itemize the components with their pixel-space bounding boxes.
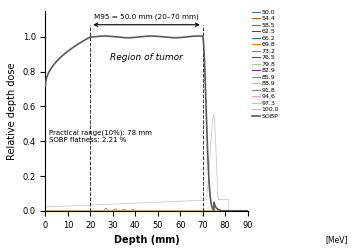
Legend: 50.0, 54.4, 58.5, 62.5, 66.2, 69.8, 73.2, 76.5, 79.8, 82.9, 85.9, 88.9, 91.8, 94: 50.0, 54.4, 58.5, 62.5, 66.2, 69.8, 73.2…	[250, 7, 281, 121]
Text: M95 = 50.0 mm (20–70 mm): M95 = 50.0 mm (20–70 mm)	[94, 14, 199, 20]
Text: [MeV]: [MeV]	[326, 235, 348, 244]
Y-axis label: Relative depth dose: Relative depth dose	[7, 62, 17, 160]
X-axis label: Depth (mm): Depth (mm)	[114, 235, 180, 245]
Text: Practical range(10%): 78 mm
SOBP flatness: 2.21 %: Practical range(10%): 78 mm SOBP flatnes…	[49, 129, 152, 143]
Text: Region of tumor: Region of tumor	[110, 53, 183, 62]
